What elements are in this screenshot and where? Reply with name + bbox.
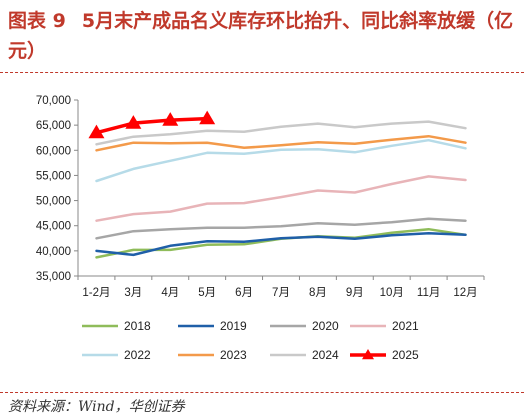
data-point-2025 bbox=[125, 115, 142, 129]
series-2022 bbox=[95, 138, 467, 183]
legend-item-2018: 2018 bbox=[82, 319, 151, 333]
legend-item-2019: 2019 bbox=[178, 319, 247, 333]
legend-label: 2018 bbox=[124, 319, 151, 333]
legend-marker bbox=[362, 349, 374, 360]
legend-label: 2024 bbox=[312, 348, 339, 362]
series-2024 bbox=[95, 120, 467, 146]
legend-label: 2023 bbox=[220, 348, 247, 362]
x-tick-label: 9月 bbox=[346, 287, 364, 299]
y-tick-label: 50,000 bbox=[36, 196, 71, 208]
figure-caption: 5月末产成品名义库存环比抬升、同比斜率放缓（亿元） bbox=[8, 10, 514, 62]
data-point-2025 bbox=[88, 124, 105, 139]
legend-label: 2019 bbox=[220, 319, 247, 333]
series-2020 bbox=[95, 217, 467, 240]
series-line-2021 bbox=[95, 175, 467, 222]
y-tick-label: 40,000 bbox=[36, 246, 71, 258]
x-tick-label: 11月 bbox=[417, 287, 440, 299]
legend-item-2022: 2022 bbox=[82, 348, 151, 362]
legend-item-2024: 2024 bbox=[270, 348, 339, 362]
legend-item-2021: 2021 bbox=[350, 319, 419, 333]
x-tick-label: 7月 bbox=[272, 287, 290, 299]
data-point-2025 bbox=[162, 112, 179, 126]
y-tick-label: 60,000 bbox=[36, 145, 71, 157]
source-note: 资料来源：Wind，华创证券 bbox=[8, 399, 185, 415]
x-tick-label: 12月 bbox=[453, 287, 477, 299]
series-2019 bbox=[95, 232, 467, 257]
y-tick-label: 55,000 bbox=[36, 170, 71, 182]
x-tick-label: 6月 bbox=[235, 287, 253, 299]
legend-label: 2022 bbox=[124, 348, 151, 362]
series-2023 bbox=[95, 134, 467, 152]
series-line-2020 bbox=[95, 217, 467, 240]
figure-label: 图表 9 bbox=[8, 10, 66, 32]
legend-label: 2020 bbox=[312, 319, 339, 333]
data-point-2025 bbox=[199, 110, 216, 125]
x-tick-label: 8月 bbox=[309, 287, 327, 299]
source-divider bbox=[0, 392, 524, 394]
legend-item-2020: 2020 bbox=[270, 319, 339, 333]
series-line-2025 bbox=[94, 116, 209, 135]
series-line-2023 bbox=[95, 134, 467, 152]
series-2021 bbox=[95, 175, 467, 222]
legend-item-2023: 2023 bbox=[178, 348, 247, 362]
axes: 35,000 40,000 45,000 50,000 55,000 60,000 65,0… bbox=[36, 95, 485, 299]
y-tick-label: 35,000 bbox=[36, 271, 71, 283]
legend-item-2025: 2025 bbox=[350, 348, 419, 362]
series-lines bbox=[88, 110, 467, 259]
x-tick-label: 1-2月 bbox=[82, 287, 110, 299]
series-2025 bbox=[88, 110, 216, 139]
chart-title: 图表 9 5月末产成品名义库存环比抬升、同比斜率放缓（亿元） bbox=[8, 6, 518, 66]
series-line-2022 bbox=[95, 138, 467, 183]
x-tick-label: 3月 bbox=[124, 287, 142, 299]
series-line-2019 bbox=[95, 232, 467, 257]
legend-label: 2021 bbox=[392, 319, 419, 333]
legend-label: 2025 bbox=[392, 348, 419, 362]
x-tick-label: 5月 bbox=[198, 287, 216, 299]
legend: 2018 2019 2020 2021 2022 2023 2024 2025 bbox=[82, 319, 419, 362]
x-tick-label: 10月 bbox=[380, 287, 404, 299]
x-tick-label: 4月 bbox=[161, 287, 179, 299]
series-line-2024 bbox=[95, 120, 467, 146]
y-tick-label: 70,000 bbox=[36, 95, 71, 107]
title-divider bbox=[0, 72, 524, 74]
y-tick-label: 65,000 bbox=[36, 120, 71, 132]
y-tick-label: 45,000 bbox=[36, 221, 71, 233]
line-chart: 35,000 40,000 45,000 50,000 55,000 60,000 65,0… bbox=[36, 95, 485, 362]
